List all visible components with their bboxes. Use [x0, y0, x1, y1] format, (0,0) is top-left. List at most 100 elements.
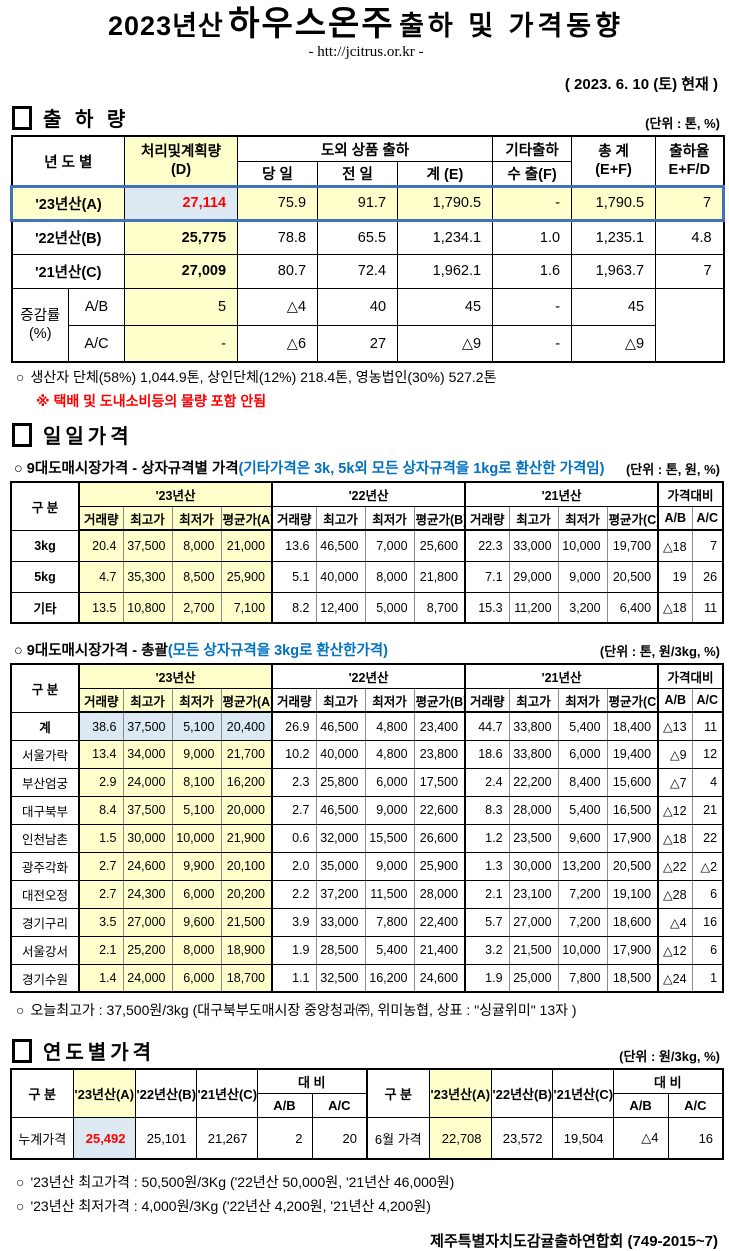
group-2022: '22년산: [271, 663, 466, 689]
col-sum: 계 (E): [397, 160, 494, 187]
subcol: 최고가: [508, 687, 559, 714]
cell: 1.4: [78, 963, 124, 993]
year-label: '22년산(B): [10, 219, 126, 255]
daily-section-header: 일일가격: [10, 420, 722, 449]
total-value: 1,235.1: [571, 219, 657, 255]
prev-value: 91.7: [317, 184, 399, 222]
page-title: 2023년산 하우스온주 출하 및 가격동향: [10, 5, 722, 43]
cell: 3.5: [78, 907, 124, 937]
cell: 17,900: [606, 823, 659, 853]
yearly-unit-label: (단위 : 원/3kg, %): [619, 1049, 720, 1065]
cell: △18: [657, 591, 693, 624]
cell: 9,900: [171, 851, 222, 881]
cell: 4: [691, 767, 724, 797]
title-product: 하우스온주: [228, 5, 395, 43]
subcol: 최저가: [171, 687, 222, 714]
prev-value: 65.5: [317, 219, 399, 255]
cell: 33,000: [508, 529, 559, 562]
group-2023: '23년산: [77, 663, 273, 689]
cell: 2.1: [78, 935, 124, 965]
cell: 17,900: [606, 935, 659, 965]
total-row: 계 38.6 37,500 5,100 20,400 26.9 46,500 4…: [10, 711, 724, 741]
cell: 46,500: [315, 795, 366, 825]
cell: 2: [256, 1116, 313, 1160]
shipment-row-2022: '22년산(B) 25,775 78.8 65.5 1,234.1 1.0 1,…: [10, 219, 725, 255]
min-price-note: ○ '23년산 최저가격 : 4,000원/3Kg ('22년산 4,200원, …: [16, 1198, 431, 1215]
cell: 21,400: [413, 935, 466, 965]
cell: 23,800: [413, 739, 466, 769]
cell: 19,700: [606, 529, 659, 562]
subcol: 최고가: [508, 505, 559, 532]
section-square-icon: [12, 106, 32, 131]
tableB-caption-line: ○ 9대도매시장가격 - 총괄(모든 상자규격을 3kg로 환산한가격) (단위…: [10, 639, 722, 660]
producer-note: ○ 생산자 단체(58%) 1,044.9톤, 상인단체(12%) 218.4톤,…: [16, 369, 497, 386]
cell: 2.7: [271, 795, 317, 825]
circle-bullet-icon: ○: [16, 1174, 25, 1191]
subcol: 거래량: [78, 505, 124, 532]
cell: 4.7: [78, 560, 124, 593]
col-2023: '23년산(A): [428, 1068, 492, 1118]
day-value: 80.7: [237, 253, 319, 289]
cell: 46,500: [315, 711, 366, 741]
cell: 24,300: [122, 879, 173, 909]
cell: 25,900: [413, 851, 466, 881]
cell: 25,900: [220, 560, 273, 593]
cell: △24: [657, 963, 693, 993]
exclusion-note: ※ 택배 및 도내소비등의 물량 포함 안됨: [36, 393, 267, 410]
cell: 9,000: [171, 739, 222, 769]
cell: 6,000: [364, 767, 415, 797]
cell: 23,500: [508, 823, 559, 853]
cell: 27,000: [508, 907, 559, 937]
cell: 24,600: [413, 963, 466, 993]
group-compare: 가격대비: [657, 663, 724, 689]
cell: 15,500: [364, 823, 415, 853]
title-suffix: 출하 및 가격동향: [399, 11, 624, 41]
cell: 2,700: [171, 591, 222, 624]
cell: 9,600: [171, 907, 222, 937]
circle-bullet-icon: ○: [14, 461, 23, 478]
group-2022: '22년산: [271, 481, 466, 507]
plan-value: -: [124, 324, 239, 363]
tableB-unit-label: (단위 : 톤, 원/3kg, %): [599, 644, 720, 660]
subcol: 평균가(A): [220, 505, 273, 532]
market-row: 서울강서 2.1 25,200 8,000 18,900 1.9 28,500 …: [10, 935, 724, 965]
source-url: - htt://jcitrus.or.kr -: [308, 44, 424, 61]
cell: 5,400: [557, 711, 608, 741]
cell: 29,000: [508, 560, 559, 593]
today-high-note: ○ 오늘최고가 : 37,500원/3kg (대구북부도매시장 중앙청과㈜, 위미…: [16, 1002, 577, 1019]
cell: 2.4: [464, 767, 510, 797]
cell: 23,100: [508, 879, 559, 909]
cell: 18,500: [606, 963, 659, 993]
cell: 2.0: [271, 851, 317, 881]
cell: 2.2: [271, 879, 317, 909]
subcol: 평균가(C): [606, 505, 659, 532]
cell: 21,500: [508, 935, 559, 965]
cell: 8,000: [171, 529, 222, 562]
cell: 0.6: [271, 823, 317, 853]
cell: 35,300: [122, 560, 173, 593]
section-square-icon: [12, 1039, 32, 1064]
box-size-row: 5kg 4.7 35,300 8,500 25,900 5.1 40,000 8…: [10, 560, 724, 593]
day-value: 78.8: [237, 219, 319, 255]
cell: 37,500: [122, 529, 173, 562]
cell: 2.7: [78, 879, 124, 909]
market-label: 인천남촌: [10, 823, 80, 853]
cell: △9: [657, 739, 693, 769]
day-value: △6: [237, 324, 319, 363]
cell: 5.7: [464, 907, 510, 937]
cell: 18.6: [464, 739, 510, 769]
col-group-outside: 도외 상품 출하: [237, 135, 494, 162]
total-value: △9: [571, 324, 657, 363]
market-label: 부산엄궁: [10, 767, 80, 797]
cell: 7,200: [557, 907, 608, 937]
yearly-section-title: 연도별가격: [43, 1042, 155, 1065]
col-2022: '22년산(B): [490, 1068, 553, 1118]
cumulative-2023: 25,492: [72, 1116, 136, 1160]
cell: 21,267: [195, 1116, 258, 1160]
cell: 5,100: [171, 795, 222, 825]
col-2022: '22년산(B): [134, 1068, 197, 1118]
subcol: 최고가: [122, 687, 173, 714]
subcol: 거래량: [271, 687, 317, 714]
cell: 25,101: [134, 1116, 197, 1160]
prev-value: 72.4: [317, 253, 399, 289]
